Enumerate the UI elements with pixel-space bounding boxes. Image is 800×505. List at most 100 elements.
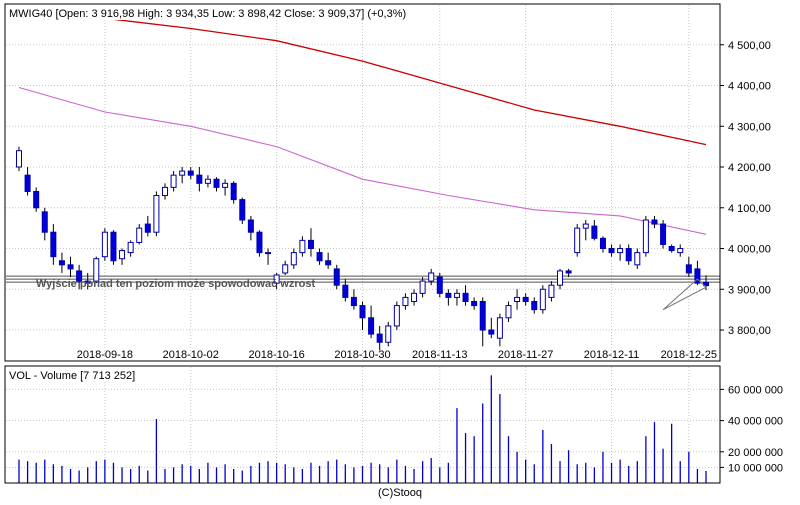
candle-down: [660, 223, 667, 245]
candle-up: [101, 231, 108, 258]
price-chart-title: MWIG40 [Open: 3 916,98 High: 3 934,35 Lo…: [9, 8, 406, 20]
price-y-tick-label: 4 000,00: [728, 244, 771, 256]
price-y-tick-label: 4 500,00: [728, 40, 771, 52]
candle-up: [557, 270, 564, 286]
candle-down: [50, 231, 57, 258]
date-tick-label: 2018-12-25: [661, 349, 717, 361]
volume-y-tick-label: 20 000 000: [728, 447, 783, 459]
trend-triangle-drawing: [662, 278, 707, 311]
footer-credit: (C)Stooq: [378, 487, 422, 499]
candle-down: [239, 199, 246, 221]
candle-down: [213, 178, 220, 188]
candle-up: [179, 170, 186, 176]
candle-down: [703, 281, 709, 287]
candle-up: [119, 250, 126, 260]
candle-up: [574, 227, 581, 254]
candle-down: [144, 223, 151, 233]
date-tick-label: 2018-10-16: [248, 349, 304, 361]
candle-up: [393, 305, 400, 327]
candle-up: [419, 280, 426, 294]
candle-up: [411, 292, 418, 302]
candle-up: [385, 325, 392, 343]
volume-y-tick-label: 40 000 000: [728, 416, 783, 428]
candle-down: [436, 276, 443, 294]
candle-down: [307, 239, 314, 250]
candle-up: [93, 258, 100, 282]
candle-down: [522, 296, 529, 302]
price-y-tick-label: 3 800,00: [728, 325, 771, 337]
candle-up: [222, 182, 229, 188]
candle-up: [161, 186, 168, 197]
candle-up: [677, 248, 684, 254]
candle-up: [273, 274, 280, 284]
volume-gridlines: [6, 388, 720, 468]
candle-up: [290, 252, 297, 266]
volume-y-axis-ticks: 10 000 000 20 000 000 40 000 000 60 000 000: [720, 384, 783, 474]
annotation-text: Wyjście ponad ten poziom może spowodować…: [36, 278, 315, 290]
candle-down: [599, 237, 606, 250]
candle-down: [608, 248, 615, 254]
price-title-background: [6, 5, 406, 20]
price-panel-frame: [4, 3, 721, 362]
moving-average-long-line: [18, 7, 707, 146]
candle-down: [316, 252, 323, 262]
candle-down: [462, 292, 469, 302]
candle-down: [685, 264, 692, 274]
candle-up: [539, 288, 546, 311]
candle-down: [33, 190, 40, 209]
price-y-tick-label: 4 200,00: [728, 162, 771, 174]
volume-title-background: [6, 367, 138, 382]
date-tick-label: 2018-11-27: [498, 349, 553, 361]
candle-up: [204, 178, 211, 184]
price-y-tick-label: 4 400,00: [728, 81, 771, 93]
candle-down: [342, 284, 349, 298]
support-level-lines: [6, 275, 720, 283]
candle-down: [325, 260, 332, 266]
candle-down: [625, 248, 632, 262]
candle-up: [265, 252, 272, 255]
date-x-axis-ticks: 2018-09-18 2018-10-02 2018-10-16 2018-10-30…: [77, 349, 717, 361]
candle-up: [402, 296, 409, 307]
candle-down: [256, 231, 263, 254]
candlestick-series: [16, 146, 709, 351]
candle-down: [488, 329, 495, 335]
volume-y-tick-label: 60 000 000: [728, 384, 783, 396]
candle-down: [110, 231, 117, 262]
candle-down: [651, 219, 658, 225]
candle-up: [617, 248, 624, 254]
candle-up: [299, 239, 306, 254]
candle-down: [368, 317, 375, 335]
candle-down: [187, 170, 194, 176]
candle-down: [230, 182, 237, 201]
candle-up: [170, 174, 177, 188]
candle-down: [24, 174, 31, 192]
candle-up: [582, 223, 589, 229]
candle-down: [333, 268, 340, 286]
candle-down: [67, 264, 74, 270]
candle-down: [359, 305, 366, 319]
candle-up: [453, 292, 460, 298]
candle-down: [694, 268, 701, 284]
date-tick-label: 2018-09-18: [77, 349, 133, 361]
volume-y-tick-label: 10 000 000: [728, 462, 783, 474]
volume-chart-title: VOL - Volume [7 713 252]: [9, 370, 135, 382]
candle-down: [41, 211, 48, 233]
candle-up: [505, 305, 512, 319]
price-y-tick-label: 4 300,00: [728, 121, 771, 133]
candle-up: [153, 195, 160, 233]
candle-up: [428, 272, 435, 282]
trend-triangle: [662, 278, 707, 311]
candle-up: [514, 296, 521, 302]
candle-down: [58, 260, 65, 266]
candle-down: [376, 333, 383, 343]
candle-up: [282, 264, 289, 274]
candle-down: [479, 301, 486, 331]
candle-up: [136, 227, 143, 243]
date-tick-label: 2018-11-13: [412, 349, 467, 361]
candle-down: [445, 292, 452, 298]
date-tick-label: 2018-10-02: [163, 349, 219, 361]
candle-up: [127, 241, 134, 254]
price-y-axis-ticks: 3 800,00 3 900,00 4 000,00 4 100,00 4 200,00…: [720, 40, 771, 337]
